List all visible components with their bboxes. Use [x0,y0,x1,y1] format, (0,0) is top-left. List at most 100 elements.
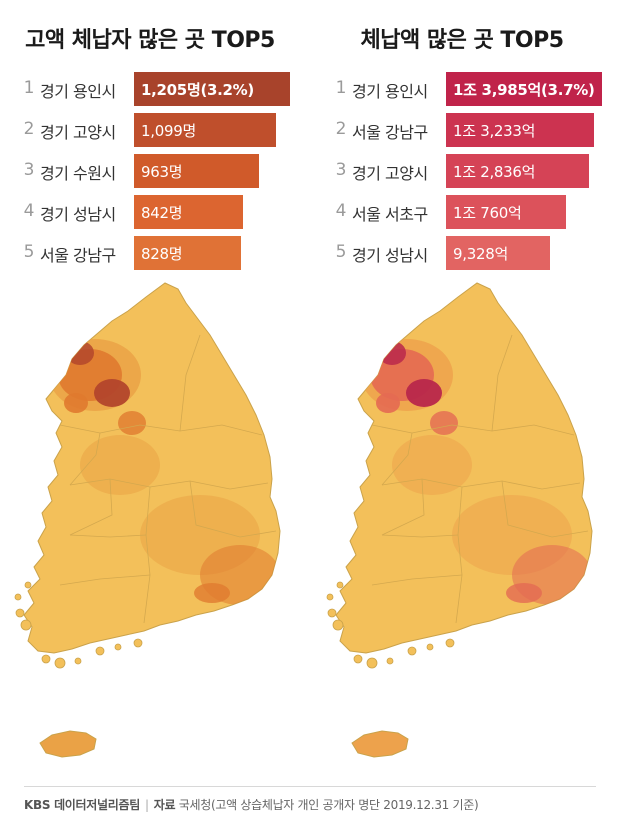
category-label: 경기 고양시 [40,123,116,142]
region-border [69,534,147,538]
korea-map-amount [326,282,593,758]
bar-row: 4 서울 서초구 1조 760억 [312,195,612,229]
category-label: 서울 강남구 [40,246,116,265]
rank-number: 2 [335,119,347,139]
region-shade [430,411,458,435]
data-label: 9,328억 [453,245,508,263]
map-group [326,282,593,758]
bar-row: 5 경기 성남시 9,328억 [312,236,612,270]
category-label: 경기 수원시 [40,164,116,183]
rank-number: 1 [335,78,347,98]
rank-number: 3 [335,160,347,180]
island [54,657,66,669]
bar [446,113,594,147]
category-label: 경기 용인시 [352,82,428,101]
region-border [143,486,151,624]
island [14,593,22,601]
region-border [381,478,425,536]
region-border [189,480,277,538]
region-border [501,480,589,538]
bar-row: 2 경기 고양시 1,099명 [0,113,300,147]
category-label: 서울 강남구 [352,123,428,142]
region-shade [406,379,442,407]
footer-source-label: 자료 [153,798,176,812]
category-label: 경기 성남시 [40,205,116,224]
region-border [371,424,575,436]
data-label: 1조 3,985억(3.7%) [453,81,595,99]
footer-brand: KBS 데이터저널리즘팀 [24,798,140,812]
bar-row: 2 서울 강남구 1조 3,233억 [312,113,612,147]
island [327,608,337,618]
rank-number: 2 [23,119,35,139]
footer: KBS 데이터저널리즘팀 | 자료 국세청(고액 상습체납자 개인 공개자 명단 2… [24,796,479,813]
korea-map-count [14,282,281,758]
region-border [371,574,463,586]
data-label: 828명 [141,245,183,263]
region-border [59,574,151,586]
category-label: 경기 성남시 [352,246,428,265]
region-shade [378,341,406,365]
region-shade [506,583,542,603]
data-label: 1조 3,233억 [453,122,536,140]
jeju-island [351,730,409,758]
island [332,619,344,631]
data-label: 1조 760억 [453,204,522,222]
region-border [69,478,113,536]
island [133,638,143,648]
island [386,657,394,665]
bar [446,154,590,188]
island [20,619,32,631]
island [366,657,378,669]
region-shade [118,411,146,435]
bar-row: 5 서울 강남구 828명 [0,236,300,270]
data-label: 963명 [141,163,183,181]
region-border [69,432,101,486]
bar [446,195,566,229]
bar [134,113,277,147]
chart-title: 체납액 많은 곳 TOP5 [360,28,564,53]
island [326,593,334,601]
region-border [491,334,513,432]
region-border [179,334,201,432]
island [95,646,105,656]
region-shade [392,435,472,495]
island [445,638,455,648]
data-label: 1,099명 [141,122,196,140]
region-shade [376,393,400,413]
rank-number: 5 [335,242,347,262]
island [41,654,51,664]
jeju-island [39,730,97,758]
region-border [69,478,269,490]
island [24,581,32,589]
region-border [59,424,263,436]
data-label: 1조 2,836억 [453,163,536,181]
island [407,646,417,656]
bar-row: 3 경기 고양시 1조 2,836억 [312,154,612,188]
bar-row: 1 경기 용인시 1조 3,985억(3.7%) [312,72,612,106]
island [353,654,363,664]
island [15,608,25,618]
bar-row: 4 경기 성남시 842명 [0,195,300,229]
island [336,581,344,589]
bar [446,236,551,270]
rank-number: 1 [23,78,35,98]
bar [134,195,243,229]
rank-number: 4 [335,201,347,221]
footer-separator: | [145,798,149,812]
bar [446,72,602,106]
bar-row: 3 경기 수원시 963명 [0,154,300,188]
footer-divider [24,786,596,787]
region-shade [194,583,230,603]
region-border [381,432,413,486]
chart-title: 고액 체납자 많은 곳 TOP5 [25,28,275,53]
category-label: 서울 서초구 [352,205,428,224]
region-shade [64,393,88,413]
region-border [381,534,459,538]
region-shade [66,341,94,365]
island [114,643,122,651]
data-label: 1,205명(3.2%) [141,81,254,99]
footer-source-text: 국세청(고액 상습체납자 개인 공개자 명단 2019.12.31 기준) [178,798,479,812]
region-shade [94,379,130,407]
bar [134,72,290,106]
region-shade [80,435,160,495]
